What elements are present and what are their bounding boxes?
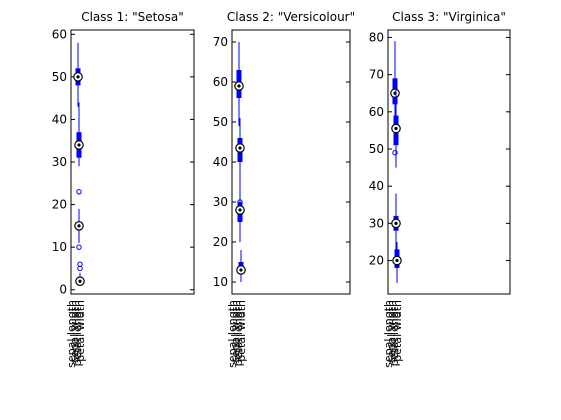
category-label: petal width (235, 300, 248, 362)
box-sepal-width (74, 102, 84, 195)
category-label: sepal width (229, 300, 242, 363)
box-sepal-length (234, 42, 244, 126)
median-dot (76, 75, 80, 79)
median-dot (394, 221, 398, 225)
panel-title: Class 3: "Virginica" (392, 10, 506, 24)
y-tick-label: 20 (213, 235, 228, 249)
panel-class-2: Class 2: "Versicolour" 10 20 30 40 50 60 70 sep… (213, 10, 355, 368)
median-dot (78, 279, 82, 283)
y-tick-label: 10 (52, 240, 67, 254)
outlier-point (76, 189, 82, 195)
y-tick-label: 50 (52, 70, 67, 84)
axes-frame (70, 29, 195, 295)
median-dot (394, 126, 398, 131)
axes-frame (231, 29, 351, 295)
median-dot (238, 208, 242, 212)
category-label: sepal width (68, 300, 81, 363)
box-sepal-width (235, 186, 245, 242)
category-label: petal width (391, 300, 404, 362)
y-tick-label: 40 (369, 179, 384, 193)
y-tick-label: 60 (52, 27, 67, 41)
y-tick-label: 30 (213, 195, 228, 209)
panel-class-1: Class 1: "Setosa" 0 10 20 30 40 50 60 sepal len… (52, 10, 195, 368)
median-dot (238, 146, 242, 150)
category-label: sepal length (382, 300, 395, 368)
y-tick-label: 40 (52, 112, 67, 126)
y-tick-label: 60 (369, 105, 384, 119)
y-tick-label: 70 (213, 35, 228, 49)
y-tick-label: 20 (52, 198, 67, 212)
outlier-point (237, 199, 243, 205)
y-tick-label: 0 (59, 283, 67, 297)
median-dot (395, 258, 399, 263)
y-tick-label: 10 (213, 275, 228, 289)
box-petal-length (391, 78, 401, 168)
box-sepal-length (73, 42, 83, 107)
panel-title: Class 2: "Versicolour" (227, 10, 355, 24)
category-label: sepal length (65, 300, 78, 368)
category-label: petal width (74, 300, 87, 362)
y-tick-label: 50 (369, 142, 384, 156)
panel-title: Class 1: "Setosa" (81, 10, 184, 24)
box-petal-length (235, 118, 245, 205)
y-tick-label: 40 (213, 155, 228, 169)
outlier-point (392, 150, 398, 156)
box-petal-width (75, 261, 85, 287)
y-tick-label: 20 (369, 254, 384, 268)
y-tick-label: 30 (369, 216, 384, 230)
y-tick-label: 70 (369, 68, 384, 82)
box-petal-width (236, 250, 246, 282)
category-label: petal length (71, 300, 84, 366)
box-petal-width (392, 241, 402, 283)
y-tick-label: 80 (369, 30, 384, 44)
outlier-point (76, 244, 82, 250)
outlier-point (77, 261, 83, 267)
box-sepal-length (390, 41, 400, 156)
category-label: petal length (388, 300, 401, 366)
category-label: petal length (232, 300, 245, 366)
axes-frame (387, 29, 511, 295)
y-tick-label: 60 (213, 75, 228, 89)
box-petal-length (74, 208, 84, 250)
category-label: sepal width (385, 300, 398, 363)
panel-class-3: Class 3: "Virginica" 20 30 40 50 60 70 80 sepal… (369, 10, 511, 368)
median-dot (77, 224, 81, 228)
median-dot (239, 268, 243, 272)
median-dot (77, 143, 81, 147)
y-tick-label: 50 (213, 115, 228, 129)
median-dot (237, 84, 241, 88)
y-tick-label: 30 (52, 155, 67, 169)
category-label: sepal length (226, 300, 239, 368)
